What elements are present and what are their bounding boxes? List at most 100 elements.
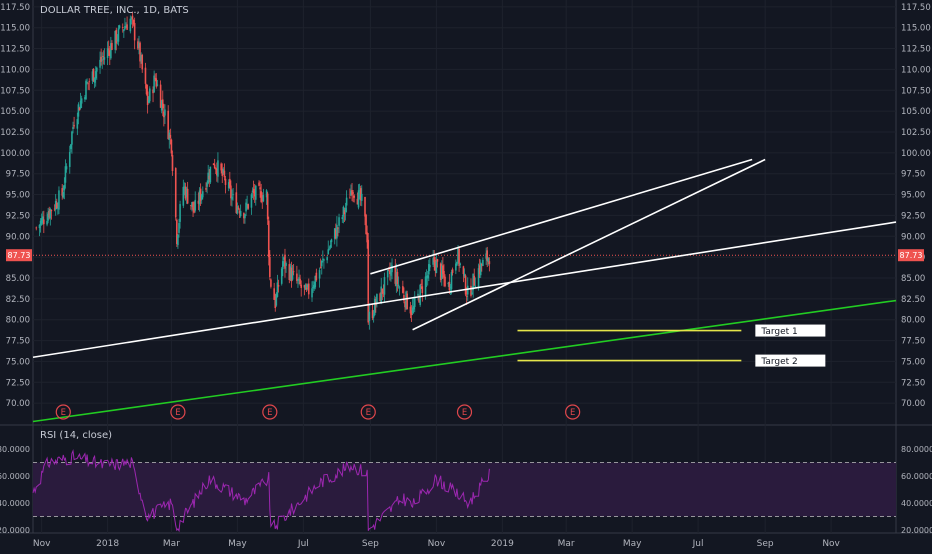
candle-body (425, 275, 428, 279)
candle-body (38, 224, 41, 229)
candle-body (216, 168, 218, 176)
candle-body (159, 84, 162, 108)
candle-body (137, 41, 139, 49)
candle-body (333, 228, 336, 239)
y-tick-label-right: 70.00 (901, 399, 925, 409)
candle-body (303, 285, 306, 288)
candle-body (63, 185, 66, 191)
candle-body (163, 111, 165, 118)
rsi-tick-label-right: 20.0000 (901, 526, 932, 535)
y-tick-label-left: 105.00 (0, 107, 30, 117)
candle-body (267, 220, 270, 258)
candle-body (381, 288, 384, 294)
candle-body (359, 188, 362, 201)
candle-body (71, 131, 73, 145)
candle-body (389, 270, 391, 274)
candle-body (88, 81, 91, 83)
candle-body (207, 172, 209, 184)
y-tick-label-left: 102.50 (0, 128, 30, 138)
candle-body (386, 269, 389, 278)
candle-body (190, 204, 192, 206)
candle-body (292, 271, 295, 273)
candle-body (247, 204, 250, 209)
candles-group (35, 12, 491, 330)
candle-body (372, 314, 375, 318)
chart-title: DOLLAR TREE, INC., 1D, BATS (40, 5, 189, 16)
candle-body (79, 100, 82, 109)
candle-body (250, 194, 253, 208)
candle-body (450, 272, 453, 290)
candle-body (239, 210, 242, 217)
earnings-marker-label: E (570, 408, 575, 418)
candle-body (337, 227, 339, 229)
earnings-marker-label: E (61, 408, 66, 418)
candle-body (86, 82, 88, 84)
y-tick-label-left: 117.50 (0, 3, 30, 13)
candle-body (185, 188, 188, 198)
candle-body (349, 197, 351, 199)
candle-body (171, 155, 174, 171)
x-tick-label: May (623, 539, 642, 549)
candle-body (283, 257, 285, 260)
candle-body (176, 219, 178, 244)
candle-body (338, 217, 340, 226)
candle-body (275, 294, 278, 306)
candle-body (138, 43, 140, 48)
candle-body (341, 217, 344, 220)
rsi-line (32, 448, 490, 533)
candle-body (262, 195, 265, 202)
candle-body (402, 286, 404, 293)
candle-body (153, 75, 155, 93)
candle-body (412, 305, 415, 310)
candle-body (103, 57, 106, 60)
candle-body (46, 220, 48, 225)
candle-body (409, 306, 412, 314)
candle-body (246, 204, 248, 205)
candle-body (367, 239, 370, 323)
candle-body (121, 27, 124, 28)
candle-body (406, 293, 408, 310)
candle-body (487, 258, 490, 262)
candle-body (198, 190, 201, 205)
candle-body (55, 202, 58, 209)
candle-body (456, 262, 458, 266)
earnings-marker-label: E (366, 408, 371, 418)
candle-body (178, 223, 180, 233)
candle-body (145, 84, 148, 95)
candle-body (471, 292, 473, 295)
candle-body (285, 263, 287, 266)
candle-body (123, 29, 125, 32)
candle-body (62, 192, 65, 198)
candle-body (132, 19, 135, 25)
y-tick-label-left: 95.00 (6, 191, 30, 201)
candle-body (152, 89, 154, 94)
candle-body (366, 232, 368, 243)
candle-body (243, 213, 245, 219)
candle-body (40, 218, 43, 224)
candle-body (174, 168, 177, 218)
candle-body (259, 187, 261, 190)
candle-body (169, 134, 172, 138)
candle-body (106, 48, 109, 58)
candle-body (470, 285, 472, 296)
candle-body (199, 188, 202, 201)
candle-body (214, 168, 217, 170)
candle-body (455, 263, 457, 271)
candle-body (307, 283, 310, 295)
current-price-tag-right (898, 249, 924, 262)
y-tick-label-right: 85.00 (901, 274, 925, 284)
y-tick-label-right: 110.00 (901, 65, 931, 75)
candle-body (193, 208, 195, 213)
candle-body (85, 80, 87, 100)
candle-body (426, 275, 429, 279)
candle-body (396, 271, 399, 284)
candle-body (336, 224, 338, 239)
candle-body (91, 71, 94, 81)
rsi-band-fill (33, 462, 896, 517)
candle-body (345, 197, 348, 206)
candle-body (315, 272, 318, 281)
candle-body (390, 269, 392, 276)
candle-body (432, 258, 434, 265)
y-tick-label-left: 92.50 (6, 211, 30, 221)
